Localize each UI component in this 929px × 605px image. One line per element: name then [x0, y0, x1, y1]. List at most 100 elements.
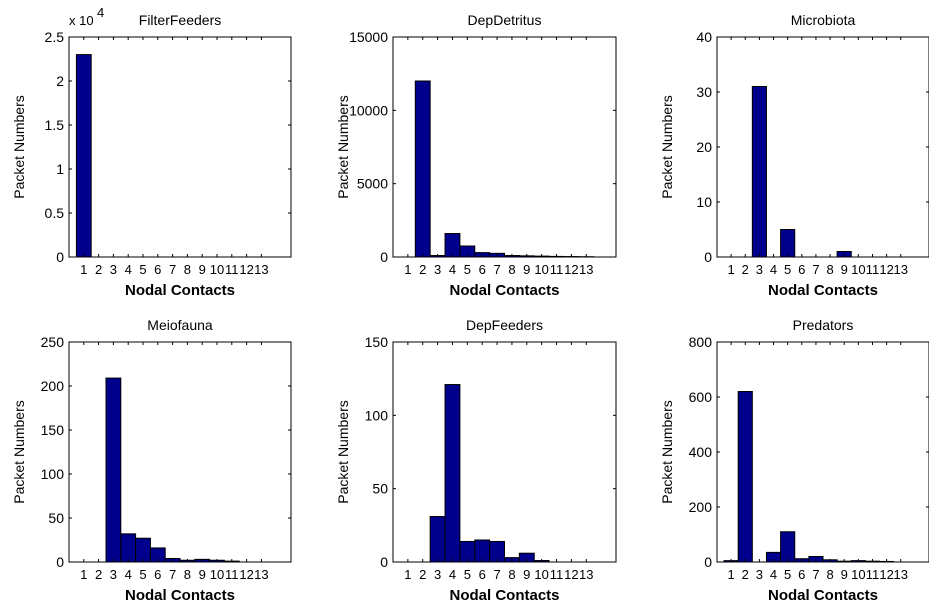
y-tick-label: 1 — [56, 161, 64, 177]
x-tick-label: 6 — [479, 262, 486, 277]
y-tick-label: 1.5 — [45, 117, 65, 133]
x-tick-label: 1 — [404, 567, 411, 582]
x-tick-label: 5 — [784, 262, 791, 277]
x-tick-label: 2 — [95, 262, 102, 277]
y-tick-label: 0 — [380, 249, 388, 265]
x-tick-label: 1 — [728, 262, 735, 277]
x-tick-label: 4 — [125, 262, 132, 277]
x-tick-label: 9 — [841, 262, 848, 277]
x-axis-label: Nodal Contacts — [449, 282, 559, 299]
x-tick-label: 10 — [210, 262, 224, 277]
x-tick-label: 10 — [210, 567, 224, 582]
plot-area — [716, 36, 929, 258]
x-tick-label: 1 — [404, 262, 411, 277]
y-tick-label: 150 — [41, 422, 65, 438]
chart-panel-1: 00.511.522.51 2 3 4 5 6 7 8 9 10 11 12 13FilterFeede… — [11, 5, 292, 299]
x-tick-label: 3 — [110, 262, 117, 277]
y-multiplier: x 10 — [69, 13, 94, 28]
x-tick-label: 5 — [464, 567, 471, 582]
bar-7 — [489, 540, 505, 563]
x-tick-label: 4 — [770, 567, 777, 582]
plot-area — [68, 341, 292, 563]
chart-title: Predators — [793, 317, 854, 333]
x-tick-label: 13 — [254, 567, 268, 582]
x-tick-label: 11 — [550, 567, 564, 582]
bar-2 — [737, 391, 753, 563]
y-tick-label: 0.5 — [45, 205, 65, 221]
x-axis-label: Nodal Contacts — [768, 587, 878, 604]
x-tick-label: 13 — [579, 567, 593, 582]
y-tick-label: 600 — [689, 389, 713, 405]
x-tick-label: 11 — [866, 262, 880, 277]
x-tick-label: 8 — [184, 567, 191, 582]
bar-2 — [414, 80, 431, 258]
y-tick-label: 10 — [696, 194, 712, 210]
x-tick-label: 2 — [742, 567, 749, 582]
x-tick-label: 9 — [523, 567, 530, 582]
y-axis-label: Packet Numbers — [659, 95, 675, 198]
x-tick-label: 12 — [239, 262, 253, 277]
bar-3 — [429, 516, 446, 563]
chart-title: Microbiota — [791, 12, 856, 28]
bar-5 — [459, 540, 476, 563]
x-tick-label: 10 — [534, 567, 548, 582]
x-tick-label: 2 — [419, 262, 426, 277]
y-tick-label: 15000 — [349, 29, 388, 45]
x-tick-label: 11 — [225, 262, 239, 277]
x-tick-label: 12 — [879, 567, 893, 582]
y-tick-label: 400 — [689, 444, 713, 460]
x-tick-label: 8 — [826, 567, 833, 582]
y-tick-label: 0 — [704, 249, 712, 265]
y-tick-label: 40 — [696, 29, 712, 45]
x-tick-label: 6 — [479, 567, 486, 582]
y-tick-label: 2 — [56, 73, 64, 89]
bar-5 — [780, 229, 796, 258]
x-tick-label: 8 — [826, 262, 833, 277]
bar-6 — [474, 539, 491, 563]
x-tick-label: 9 — [841, 567, 848, 582]
x-tick-label: 12 — [564, 567, 578, 582]
x-axis-label: Nodal Contacts — [125, 282, 235, 299]
y-tick-label: 50 — [48, 510, 64, 526]
bar-4 — [120, 533, 137, 563]
y-tick-label: 200 — [689, 499, 713, 515]
x-tick-label: 10 — [851, 567, 865, 582]
x-tick-label: 12 — [879, 262, 893, 277]
chart-title: DepFeeders — [466, 317, 543, 333]
x-tick-label: 8 — [508, 567, 515, 582]
y-tick-label: 10000 — [349, 102, 388, 118]
x-tick-label: 2 — [742, 262, 749, 277]
y-multiplier-exponent: 4 — [97, 5, 104, 20]
y-tick-label: 50 — [372, 481, 388, 497]
y-tick-label: 100 — [41, 466, 65, 482]
x-axis-label: Nodal Contacts — [449, 587, 559, 604]
x-tick-label: 13 — [254, 262, 268, 277]
y-tick-label: 30 — [696, 84, 712, 100]
x-tick-label: 11 — [866, 567, 880, 582]
y-tick-label: 0 — [380, 554, 388, 570]
x-tick-label: 13 — [893, 262, 907, 277]
x-axis-label: Nodal Contacts — [125, 587, 235, 604]
x-tick-label: 6 — [798, 262, 805, 277]
y-tick-label: 0 — [704, 554, 712, 570]
x-tick-label: 7 — [169, 262, 176, 277]
y-tick-label: 0 — [56, 554, 64, 570]
y-axis-label: Packet Numbers — [11, 95, 27, 198]
x-tick-label: 4 — [770, 262, 777, 277]
x-tick-label: 10 — [851, 262, 865, 277]
x-tick-label: 12 — [239, 567, 253, 582]
bar-3 — [751, 86, 767, 258]
y-tick-label: 5000 — [357, 176, 388, 192]
x-tick-label: 13 — [893, 567, 907, 582]
x-tick-label: 13 — [579, 262, 593, 277]
plot-area — [68, 36, 292, 258]
bar-5 — [135, 537, 151, 563]
y-tick-label: 250 — [41, 334, 65, 350]
x-tick-label: 3 — [756, 567, 763, 582]
chart-title: DepDetritus — [468, 12, 542, 28]
y-tick-label: 150 — [365, 334, 389, 350]
chart-title: Meiofauna — [147, 317, 213, 333]
x-tick-label: 7 — [812, 567, 819, 582]
